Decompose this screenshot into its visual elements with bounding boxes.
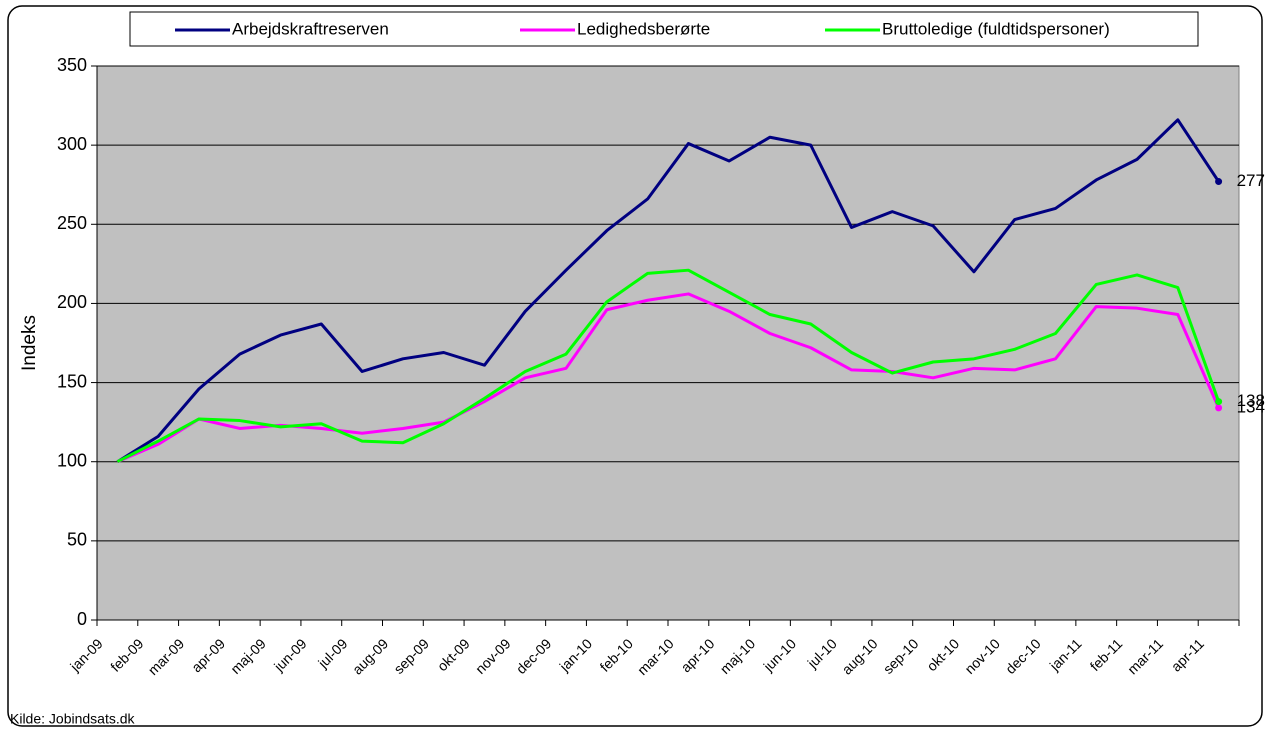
legend-label: Arbejdskraftreserven	[232, 19, 389, 38]
source-note: Kilde: Jobindsats.dk	[10, 711, 136, 727]
series-line	[116, 292, 1220, 464]
plot-area	[96, 65, 1240, 621]
y-tick-label: 50	[67, 530, 87, 550]
y-tick-label: 350	[57, 55, 87, 75]
end-value-label: 277	[1237, 171, 1265, 190]
end-marker	[1215, 404, 1223, 412]
end-marker	[1215, 178, 1223, 186]
y-tick-label: 250	[57, 213, 87, 233]
legend-box	[129, 11, 1199, 47]
end-value-label: 138	[1237, 391, 1265, 410]
y-axis-title: Indeks	[19, 315, 40, 371]
end-value-label: 134	[1237, 397, 1265, 416]
end-marker	[1215, 398, 1223, 406]
y-tick-label: 200	[57, 292, 87, 312]
y-tick-label: 300	[57, 134, 87, 154]
y-tick-label: 100	[57, 450, 87, 470]
y-tick-label: 0	[77, 609, 87, 629]
series-line	[116, 118, 1220, 463]
series-line	[116, 268, 1221, 464]
legend-label: Ledighedsberørte	[577, 19, 710, 38]
legend-label: Bruttoledige (fuldtidspersoner)	[882, 19, 1110, 38]
y-tick-label: 150	[57, 371, 87, 391]
